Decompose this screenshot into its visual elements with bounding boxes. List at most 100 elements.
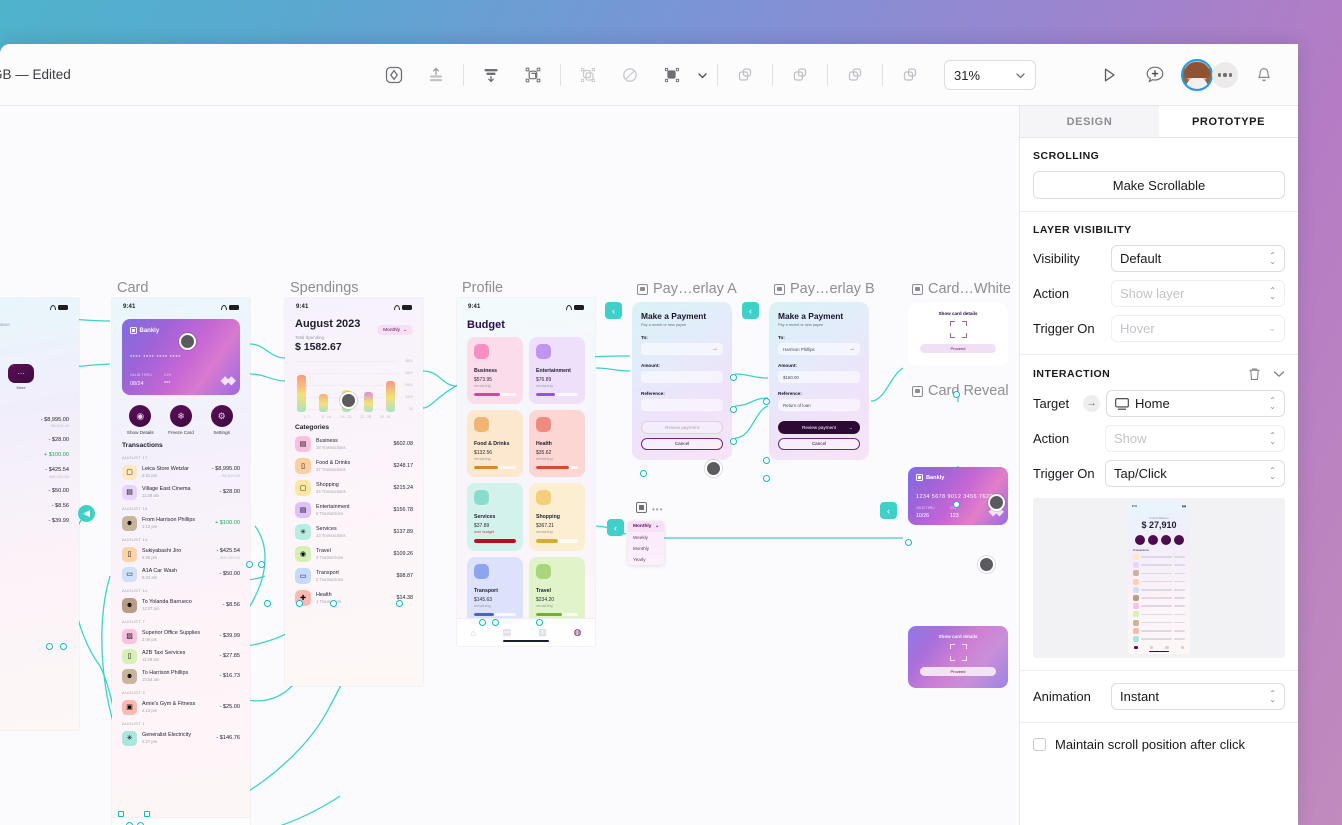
transaction-row[interactable]: Sukiyabashi Jiro - $425.54- ¥55,000.00 bbox=[0, 463, 79, 484]
card-action-1[interactable]: ❄ Freeze Card bbox=[164, 405, 198, 435]
avatar[interactable] bbox=[1181, 59, 1213, 91]
frame-label-card-white[interactable]: Card…White bbox=[912, 281, 1011, 297]
frame-label-card[interactable]: Card bbox=[117, 280, 148, 296]
connector-dot[interactable] bbox=[296, 600, 303, 607]
transaction-row[interactable]: From Harrison Phillips + $100.00 bbox=[0, 448, 79, 463]
intersect-icon[interactable] bbox=[835, 55, 875, 95]
frame-payment-overlay-b[interactable]: Make a Payment Pay a recent or new payee… bbox=[769, 302, 869, 460]
frame-home[interactable]: 9:41 ount Balance 910 y ▭ Pay bbox=[0, 298, 79, 730]
add-comment-icon[interactable] bbox=[1135, 55, 1175, 95]
selection-handle[interactable] bbox=[118, 811, 124, 817]
connector-dot[interactable] bbox=[396, 600, 403, 607]
chevron-down-icon[interactable] bbox=[1273, 370, 1285, 378]
transaction-row[interactable]: ▢ Leica Store Wetzlar 3:31 pm - $8,995.00- … bbox=[112, 462, 250, 482]
maintain-scroll-checkbox[interactable] bbox=[1033, 738, 1046, 751]
frame-label-card-reveal[interactable]: Card Reveal bbox=[912, 383, 1009, 399]
frame-label-spendings[interactable]: Spendings bbox=[290, 280, 359, 296]
dropdown-option-yearly[interactable]: Yearly bbox=[633, 557, 646, 562]
connector-dot[interactable] bbox=[492, 619, 499, 626]
to-field[interactable]: → bbox=[641, 343, 723, 355]
connector-dot[interactable] bbox=[640, 470, 647, 477]
frame-card[interactable]: 9:41 Bankly **** **** **** **** VALID TH… bbox=[112, 298, 250, 825]
trash-icon[interactable] bbox=[1248, 367, 1261, 381]
exclude-icon[interactable] bbox=[890, 55, 930, 95]
transaction-row[interactable]: ▨ Superior Office Supplies 3:49 pm - $39.99 bbox=[112, 626, 250, 646]
frame-label-payment-overlay-a[interactable]: Pay…erlay A bbox=[637, 281, 737, 297]
frame-payment-overlay-a[interactable]: Make a Payment Pay a recent or new payee… bbox=[632, 302, 732, 460]
connector-dot[interactable] bbox=[536, 619, 543, 626]
transaction-row[interactable]: ☻ From Harrison Phillips 1:12 pm + $100.00 bbox=[112, 513, 250, 533]
connector-dot[interactable] bbox=[137, 822, 144, 825]
target-select[interactable]: Home ⌃ ⌄ bbox=[1106, 390, 1285, 417]
category-row[interactable]: ▭ Transport 2 Transactions $98.87 bbox=[285, 565, 423, 587]
transaction-row[interactable]: ▭ A1A Car Wash 9:43 am - $50.00 bbox=[112, 564, 250, 584]
tab-bar[interactable]: ⌂ ▤ ▥ ◍ bbox=[112, 817, 250, 825]
card-action-2[interactable]: ⚙ Settings bbox=[205, 405, 239, 435]
zoom-control[interactable]: 31% bbox=[944, 60, 1036, 90]
design-canvas[interactable]: Card Spendings Profile Pay…erlay A Pay…e… bbox=[0, 106, 1019, 825]
transaction-row[interactable]: ▤ Village East Cinema 11:28 am - $28.00 bbox=[112, 482, 250, 502]
category-row[interactable]: ▤ Entertainment 6 Transactions $156.78 bbox=[285, 499, 423, 521]
connector-dot[interactable] bbox=[763, 457, 770, 464]
frame-profile[interactable]: 9:41 Budget Business $573.95 remaining Ente… bbox=[457, 298, 595, 646]
connector-dot[interactable] bbox=[763, 475, 770, 482]
distribute-vertical-icon[interactable] bbox=[471, 55, 511, 95]
tab-home-icon[interactable]: ⌂ bbox=[470, 627, 476, 638]
action-select[interactable]: Show ⌃ ⌄ bbox=[1105, 425, 1285, 452]
connector-dot[interactable] bbox=[246, 561, 253, 568]
amount-field[interactable]: $150.00 bbox=[778, 371, 860, 383]
transaction-row[interactable]: To Yolanda Barrueco - $8.56 bbox=[0, 498, 79, 513]
connector-dot[interactable] bbox=[953, 391, 960, 398]
category-row[interactable]: ▯ Food & Drinks 37 Transactions $248.17 bbox=[285, 455, 423, 477]
budget-card[interactable]: Transport $145.63 remaining bbox=[467, 556, 523, 624]
card-action-0[interactable]: ◉ Show Details bbox=[123, 405, 157, 435]
reference-field[interactable] bbox=[641, 399, 723, 411]
tab-card-icon[interactable]: ▤ bbox=[502, 627, 512, 637]
category-row[interactable]: ◉ Travel 3 Transactions $109.26 bbox=[285, 543, 423, 565]
review-payment-button[interactable]: Review payment → bbox=[778, 421, 860, 434]
cancel-button[interactable]: Cancel bbox=[778, 437, 860, 450]
category-row[interactable]: ▢ Shopping 24 Transactions $215.24 bbox=[285, 477, 423, 499]
connector-dot[interactable] bbox=[905, 539, 912, 546]
tab-design[interactable]: DESIGN bbox=[1020, 106, 1159, 137]
align-top-icon[interactable] bbox=[416, 55, 456, 95]
reference-field[interactable]: Return of loan bbox=[778, 399, 860, 411]
frame-label-profile[interactable]: Profile bbox=[462, 280, 503, 296]
amount-field[interactable] bbox=[641, 371, 723, 383]
trigger-select[interactable]: Tap/Click ⌃ ⌄ bbox=[1105, 460, 1285, 487]
category-row[interactable]: ✳ Services 13 Transactions $137.89 bbox=[285, 521, 423, 543]
transaction-row[interactable]: Village East Cinema - $28.00 bbox=[0, 433, 79, 448]
budget-card[interactable]: Services $37.89 over budget bbox=[467, 483, 523, 551]
budget-card[interactable]: Entertainment $76.89 remaining bbox=[529, 337, 585, 405]
cancel-button[interactable]: Cancel bbox=[641, 437, 723, 450]
budget-card[interactable]: Shopping $367.21 remaining bbox=[529, 483, 585, 551]
transaction-row[interactable]: Leica Store Wetzlar - $8,995.00- €8,549.4… bbox=[0, 412, 79, 433]
dropdown-option-monthly[interactable]: Monthly bbox=[633, 546, 650, 551]
connector-dot[interactable] bbox=[330, 600, 337, 607]
union-icon[interactable] bbox=[725, 55, 765, 95]
make-scrollable-button[interactable]: Make Scrollable bbox=[1033, 171, 1285, 199]
transaction-row[interactable]: Superior Office Supplies - $39.99 bbox=[0, 513, 79, 528]
connector-dot[interactable] bbox=[730, 406, 737, 413]
subtract-icon[interactable] bbox=[780, 55, 820, 95]
proceed-button[interactable]: Proceed bbox=[920, 344, 996, 353]
review-payment-button[interactable]: Review payment bbox=[641, 421, 723, 434]
transaction-row[interactable]: A1A Car Wash - $50.00 bbox=[0, 483, 79, 498]
to-field[interactable]: Harrison Phillips → bbox=[778, 343, 860, 355]
period-dropdown[interactable]: Monthly ⌄ bbox=[377, 325, 413, 335]
layer-action-select[interactable]: Show layer ⌃ ⌄ bbox=[1111, 280, 1285, 307]
tab-stats-icon[interactable]: ▥ bbox=[538, 627, 547, 637]
prototype-arrow-chip[interactable]: ‹ bbox=[880, 502, 897, 519]
target-preview[interactable]: 9:41 ▮▮▮ Current Balance $ 27,910 Transa… bbox=[1033, 498, 1285, 658]
transaction-row[interactable]: ▯ A2B Taxi Services 11:28 am - $27.85 bbox=[112, 646, 250, 666]
tab-prototype[interactable]: PROTOTYPE bbox=[1159, 106, 1298, 137]
notification-bell-icon[interactable] bbox=[1244, 55, 1284, 95]
layer-trigger-select[interactable]: Hover ⌄ bbox=[1111, 315, 1285, 342]
prototype-arrow-chip[interactable]: ◀ bbox=[78, 505, 95, 522]
transaction-row[interactable]: ✳ Generalist Electricity 2:27 pm - $146.76 bbox=[112, 728, 250, 748]
frame-card-white[interactable]: Show card details Proceed bbox=[908, 303, 1008, 365]
animation-select[interactable]: Instant ⌃ ⌄ bbox=[1111, 683, 1285, 710]
bank-card[interactable]: Bankly **** **** **** **** VALID THRU 08… bbox=[122, 319, 240, 395]
connector-dot[interactable] bbox=[126, 822, 133, 825]
connector-dot[interactable] bbox=[953, 501, 960, 508]
